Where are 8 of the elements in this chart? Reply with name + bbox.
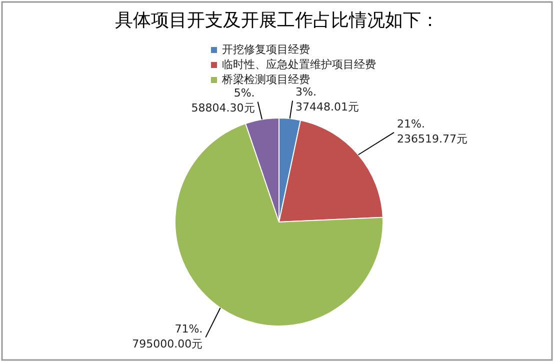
data-label: 71%. 795000.00元 — [132, 322, 203, 350]
chart-title: 具体项目开支及开展工作占比情况如下： — [115, 10, 439, 31]
data-label: 5%. 58804.30元 — [191, 86, 255, 115]
data-label: 21%. 236519.77元 — [397, 117, 468, 146]
legend-label: 桥梁检测项目经费 — [221, 73, 310, 86]
legend-label: 开挖修复项目经费 — [222, 43, 310, 56]
legend-label: 临时性、应急处置维护项目经费 — [222, 58, 376, 71]
data-label: 3%. 37448.01元 — [296, 86, 360, 114]
